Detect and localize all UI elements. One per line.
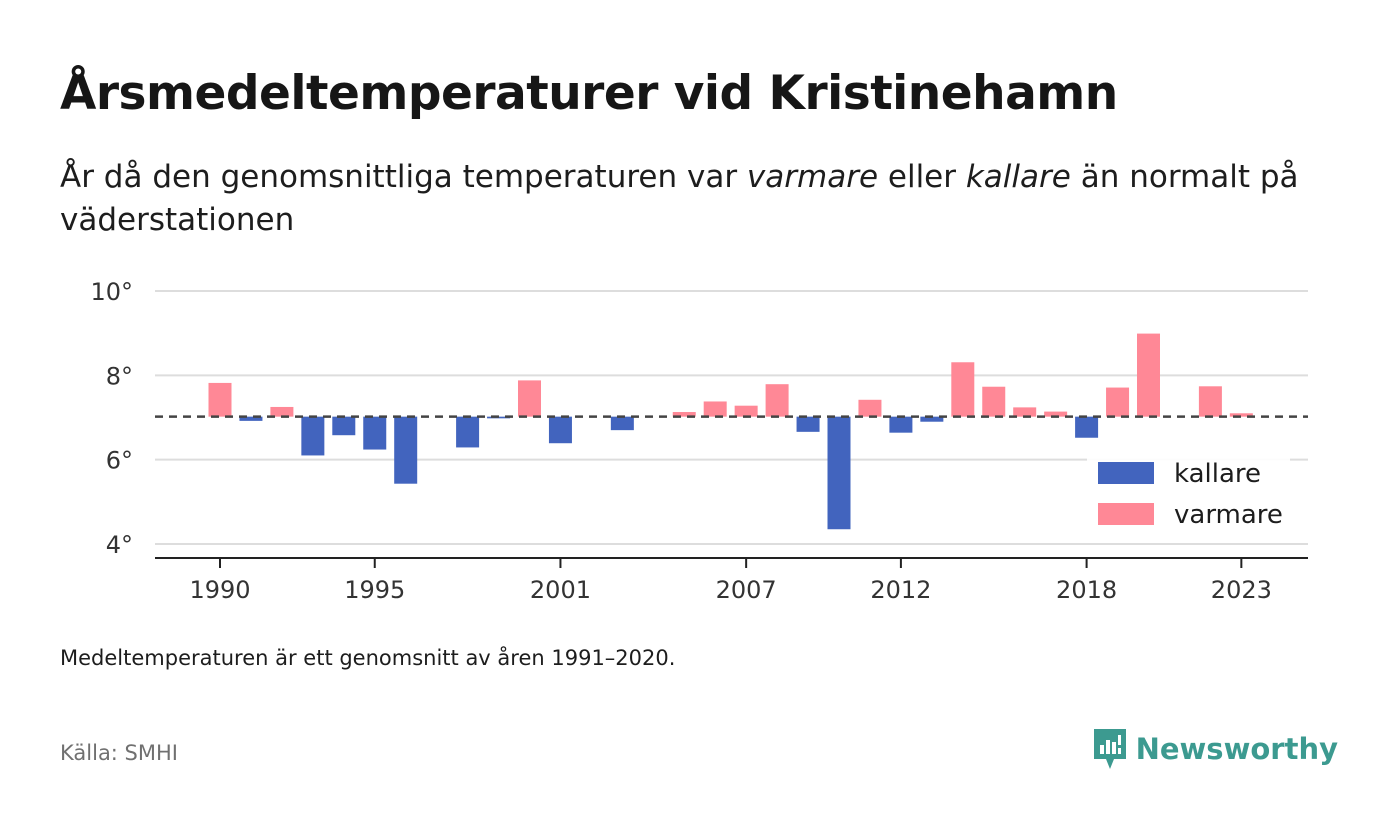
legend-label-kallare: kallare <box>1174 459 1261 489</box>
newsworthy-logo: Newsworthy <box>1092 727 1338 771</box>
chart-subtitle: År då den genomsnittliga temperaturen va… <box>60 156 1350 242</box>
bar-2003 <box>610 416 634 431</box>
y-tick-label: 4° <box>106 531 133 559</box>
x-tick-label: 1990 <box>189 576 250 604</box>
subtitle-cold-word: kallare <box>965 159 1071 195</box>
x-tick-label: 2012 <box>870 576 931 604</box>
bar-2007 <box>734 405 758 417</box>
chart-title: Årsmedeltemperaturer vid Kristinehamn <box>60 66 1118 121</box>
brand-name: Newsworthy <box>1135 732 1338 766</box>
legend-label-varmare: varmare <box>1174 500 1283 530</box>
subtitle-text-2: eller <box>878 159 966 195</box>
bar-1991 <box>239 416 263 421</box>
subtitle-warm-word: varmare <box>746 159 879 195</box>
bar-2017 <box>1044 411 1068 417</box>
bar-1996 <box>394 416 418 484</box>
y-tick-label: 6° <box>106 447 133 475</box>
x-tick-label: 2001 <box>530 576 591 604</box>
bar-1994 <box>332 416 356 436</box>
bar-2012 <box>889 416 913 433</box>
temperature-bar-chart: 4° 6° 8° 10° 1990 1995 2001 2007 2012 2018 2023 ka… <box>90 278 1308 604</box>
bar-1993 <box>301 416 325 456</box>
bar-2011 <box>858 399 882 417</box>
x-tick-label: 2023 <box>1211 576 1272 604</box>
x-tick-label: 1995 <box>344 576 405 604</box>
source-credit: Källa: SMHI <box>60 741 178 765</box>
chart-footnote: Medeltemperaturen är ett genomsnitt av å… <box>60 646 676 670</box>
legend-swatch-kallare <box>1098 462 1154 484</box>
x-tick-label: 2007 <box>716 576 777 604</box>
bar-1990 <box>208 382 232 417</box>
bar-2009 <box>796 416 820 432</box>
bar-1992 <box>270 406 294 417</box>
bar-2000 <box>518 380 541 417</box>
bar-2022 <box>1198 386 1222 417</box>
y-tick-label: 8° <box>106 362 133 390</box>
subtitle-text-3: än normalt på väderstationen <box>60 159 1299 238</box>
bar-2001 <box>548 416 572 444</box>
bar-2019 <box>1106 387 1130 417</box>
bar-2005 <box>672 412 696 417</box>
newsworthy-icon <box>1093 729 1126 769</box>
bar-2020 <box>1137 333 1160 417</box>
bar-2014 <box>951 362 975 417</box>
bar-2023 <box>1229 413 1253 417</box>
bar-2016 <box>1013 407 1037 417</box>
bar-1995 <box>363 416 387 450</box>
y-tick-label: 10° <box>90 278 133 306</box>
legend-swatch-varmare <box>1098 503 1154 525</box>
bar-2013 <box>920 416 944 422</box>
bar-2018 <box>1075 416 1099 438</box>
bar-2015 <box>982 386 1006 417</box>
bar-1998 <box>456 416 480 448</box>
bar-2006 <box>703 401 727 417</box>
x-tick-label: 2018 <box>1056 576 1117 604</box>
bar-2008 <box>765 384 789 417</box>
bar-2010 <box>827 416 851 530</box>
subtitle-text-1: År då den genomsnittliga temperaturen va… <box>60 159 747 195</box>
